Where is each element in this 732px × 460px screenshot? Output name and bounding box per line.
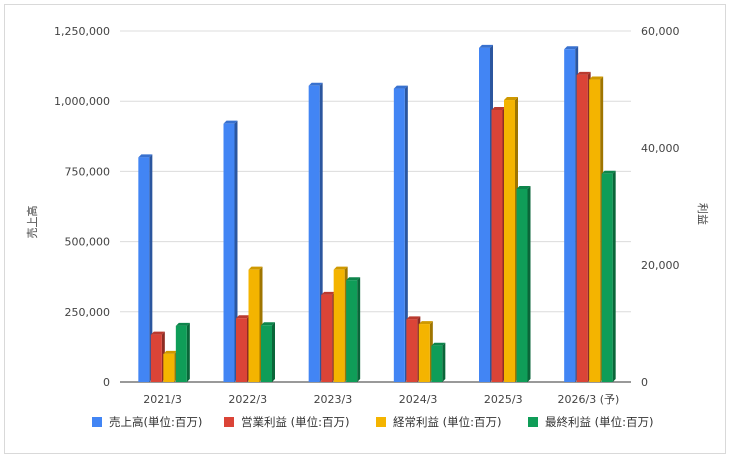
bar-top: [393, 85, 408, 89]
bar: [516, 188, 528, 382]
x-tick-label: 2026/3 (予): [558, 393, 620, 406]
bars: [138, 44, 616, 383]
bar: [346, 280, 358, 382]
x-tick-label: 2024/3: [399, 393, 438, 406]
bar: [564, 49, 576, 382]
bar: [236, 318, 247, 382]
left-axis-ticks: 0 250,000 500,000 750,000 1,000,000 1,250,000: [54, 25, 110, 389]
legend-swatch: [224, 417, 234, 427]
bar-top: [576, 71, 591, 75]
bar-top: [491, 106, 506, 110]
bar-top: [223, 120, 238, 124]
bar-top: [589, 76, 604, 80]
bar-top: [346, 277, 361, 281]
bar: [479, 47, 490, 383]
x-axis-ticks: 2021/3 2022/3 2023/3 2024/3 2025/3 2026/3 (予): [143, 393, 619, 406]
gridlines: [120, 30, 631, 383]
bar-top: [406, 316, 421, 320]
bar-top: [261, 322, 275, 326]
bar: [491, 109, 503, 382]
bar-side: [234, 120, 238, 382]
x-tick-label: 2025/3: [484, 393, 523, 406]
left-tick-label: 0: [103, 376, 110, 389]
left-tick-label: 1,250,000: [54, 25, 110, 38]
bar: [576, 74, 588, 382]
legend-swatch: [528, 417, 538, 427]
bar: [321, 294, 333, 382]
legend-label: 営業利益 (単位:百万): [241, 415, 350, 429]
legend-label: 最終利益 (単位:百万): [545, 415, 654, 429]
bar: [138, 157, 150, 382]
bar-top: [248, 266, 263, 270]
right-tick-label: 60,000: [641, 25, 680, 38]
bar-top: [138, 154, 153, 158]
bar-top: [516, 185, 531, 189]
bar: [418, 324, 430, 382]
left-axis-title: 売上高: [25, 206, 39, 239]
right-tick-label: 0: [641, 376, 648, 389]
left-tick-label: 250,000: [65, 306, 111, 319]
bar-top: [308, 82, 323, 86]
bar-side: [404, 85, 408, 383]
bar: [504, 100, 515, 382]
bar-top: [479, 44, 493, 48]
bar-top: [321, 291, 336, 295]
legend-label: 経常利益 (単位:百万): [393, 415, 502, 429]
bar-side: [149, 154, 153, 382]
bar: [601, 173, 613, 382]
left-tick-label: 750,000: [65, 165, 111, 178]
bar-top: [431, 342, 446, 346]
bar-side: [442, 342, 446, 382]
bar-side: [357, 277, 361, 382]
right-axis-title: 利益: [696, 203, 710, 225]
bar: [431, 345, 443, 382]
right-tick-label: 40,000: [641, 142, 680, 155]
bar-side: [186, 322, 190, 382]
bar-top: [163, 350, 178, 354]
bar-top: [504, 97, 518, 101]
bar-top: [333, 266, 348, 270]
bar: [163, 353, 175, 382]
bar: [589, 79, 601, 383]
bar: [150, 334, 162, 382]
legend: 売上高(単位:百万) 営業利益 (単位:百万) 経常利益 (単位:百万) 最終利益 (…: [92, 415, 654, 429]
bar: [393, 88, 405, 383]
bar-top: [564, 46, 579, 50]
bar: [333, 269, 345, 382]
bar-side: [612, 170, 616, 382]
left-tick-label: 500,000: [65, 236, 111, 249]
bar: [261, 325, 272, 382]
bar: [308, 85, 320, 383]
bar-top: [236, 315, 250, 319]
right-axis-ticks: 0 20,000 40,000 60,000: [641, 25, 680, 389]
bar-top: [175, 322, 190, 326]
bar: [223, 123, 235, 382]
bar: [406, 319, 418, 382]
bar: [175, 325, 187, 382]
x-tick-label: 2023/3: [314, 393, 353, 406]
legend-label: 売上高(単位:百万): [109, 415, 202, 429]
legend-swatch: [376, 417, 386, 427]
bar-top: [601, 170, 616, 174]
bar-side: [527, 185, 531, 382]
x-tick-label: 2021/3: [143, 393, 182, 406]
bar-side: [272, 322, 275, 382]
right-tick-label: 20,000: [641, 259, 680, 272]
bar: [248, 269, 260, 382]
bar-top: [150, 331, 165, 335]
left-tick-label: 1,000,000: [54, 95, 110, 108]
bar-top: [418, 321, 433, 325]
legend-swatch: [92, 417, 102, 427]
x-tick-label: 2022/3: [228, 393, 267, 406]
